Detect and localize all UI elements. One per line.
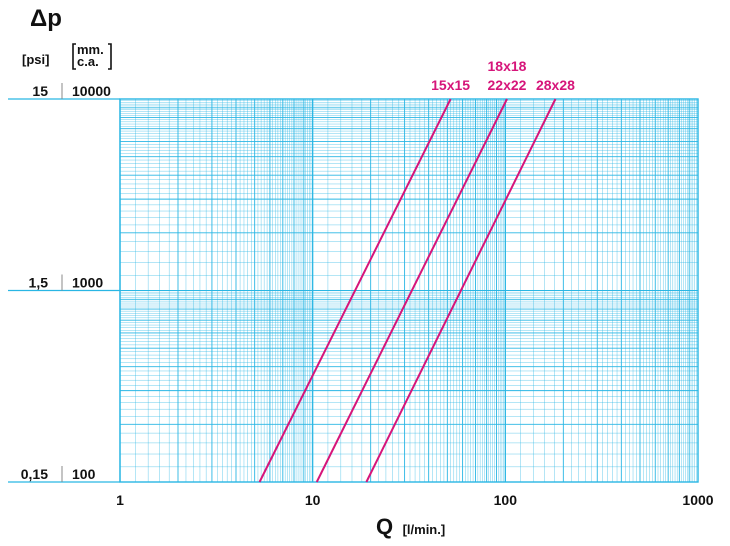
x-tick-label: 1: [116, 492, 124, 508]
x-axis-unit: [l/min.]: [403, 522, 446, 537]
axis-layer: [8, 83, 699, 483]
x-tick-label: 100: [494, 492, 518, 508]
x-axis-title: Q [l/min.]: [376, 514, 445, 539]
grid-layer: [119, 98, 699, 483]
y-tick-psi: 0,15: [21, 466, 48, 482]
y-axis-symbol: Δp: [30, 5, 62, 32]
series-label: 15x15: [431, 77, 470, 93]
series-line: [258, 98, 452, 483]
series-label: 18x18: [488, 58, 527, 74]
unit-bracket-left: [72, 43, 76, 70]
y-tick-mm: 100: [72, 466, 96, 482]
y-tick-mm: 10000: [72, 83, 111, 99]
y-tick-mm: 1000: [72, 275, 103, 291]
x-tick-label: 1000: [682, 492, 713, 508]
x-axis-symbol: Q: [376, 514, 393, 539]
y-tick-psi: 1,5: [29, 275, 49, 291]
series-label: 28x28: [536, 77, 575, 93]
tick-labels: 15 10000 1,5 1000 0,15 100 1 10 100 1000: [21, 83, 714, 508]
y-unit-mm: mm.: [77, 42, 104, 57]
x-tick-label: 10: [305, 492, 321, 508]
y-unit-psi: [psi]: [22, 52, 49, 67]
series-line: [315, 98, 508, 483]
unit-bracket-right: [108, 43, 112, 70]
series-labels: 15x15 18x18 22x22 28x28: [431, 58, 575, 93]
y-unit-ca: c.a.: [77, 54, 99, 69]
y-tick-psi: 15: [32, 83, 48, 99]
series-label: 22x22: [488, 77, 527, 93]
series-layer: [258, 98, 557, 483]
series-line: [365, 98, 557, 483]
